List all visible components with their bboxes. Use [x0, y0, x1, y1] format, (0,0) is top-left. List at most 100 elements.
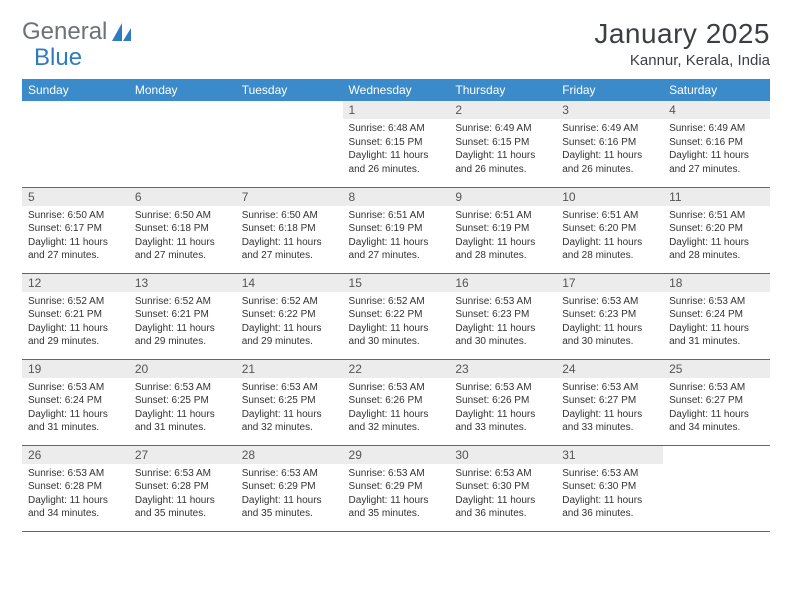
- weekday-header: Tuesday: [236, 79, 343, 101]
- day-number: 1: [343, 101, 450, 119]
- day-number: 24: [556, 360, 663, 378]
- day-details: Sunrise: 6:53 AMSunset: 6:29 PMDaylight:…: [236, 464, 343, 525]
- weekday-header: Friday: [556, 79, 663, 101]
- calendar-cell: 4Sunrise: 6:49 AMSunset: 6:16 PMDaylight…: [663, 101, 770, 187]
- calendar-cell: 27Sunrise: 6:53 AMSunset: 6:28 PMDayligh…: [129, 445, 236, 531]
- day-number: 29: [343, 446, 450, 464]
- day-number: 12: [22, 274, 129, 292]
- calendar-row: 5Sunrise: 6:50 AMSunset: 6:17 PMDaylight…: [22, 187, 770, 273]
- brand-part2: Blue: [34, 44, 82, 72]
- day-number: 10: [556, 188, 663, 206]
- day-number: 23: [449, 360, 556, 378]
- calendar-row: 12Sunrise: 6:52 AMSunset: 6:21 PMDayligh…: [22, 273, 770, 359]
- day-number: 30: [449, 446, 556, 464]
- day-number: 3: [556, 101, 663, 119]
- day-number: 5: [22, 188, 129, 206]
- day-details: Sunrise: 6:50 AMSunset: 6:17 PMDaylight:…: [22, 206, 129, 267]
- calendar-cell: 29Sunrise: 6:53 AMSunset: 6:29 PMDayligh…: [343, 445, 450, 531]
- day-details: Sunrise: 6:53 AMSunset: 6:29 PMDaylight:…: [343, 464, 450, 525]
- day-number: 4: [663, 101, 770, 119]
- day-number: 15: [343, 274, 450, 292]
- calendar-cell: 20Sunrise: 6:53 AMSunset: 6:25 PMDayligh…: [129, 359, 236, 445]
- day-number: 9: [449, 188, 556, 206]
- weekday-header: Thursday: [449, 79, 556, 101]
- day-details: Sunrise: 6:51 AMSunset: 6:19 PMDaylight:…: [449, 206, 556, 267]
- day-details: Sunrise: 6:53 AMSunset: 6:28 PMDaylight:…: [22, 464, 129, 525]
- day-number: 8: [343, 188, 450, 206]
- calendar-cell: 30Sunrise: 6:53 AMSunset: 6:30 PMDayligh…: [449, 445, 556, 531]
- calendar-cell: 26Sunrise: 6:53 AMSunset: 6:28 PMDayligh…: [22, 445, 129, 531]
- day-details: Sunrise: 6:52 AMSunset: 6:22 PMDaylight:…: [343, 292, 450, 353]
- day-details: Sunrise: 6:53 AMSunset: 6:28 PMDaylight:…: [129, 464, 236, 525]
- calendar-row: 1Sunrise: 6:48 AMSunset: 6:15 PMDaylight…: [22, 101, 770, 187]
- calendar-cell: [663, 445, 770, 531]
- day-details: Sunrise: 6:53 AMSunset: 6:24 PMDaylight:…: [22, 378, 129, 439]
- day-number: 27: [129, 446, 236, 464]
- day-number: 11: [663, 188, 770, 206]
- calendar-cell: [236, 101, 343, 187]
- calendar-cell: 28Sunrise: 6:53 AMSunset: 6:29 PMDayligh…: [236, 445, 343, 531]
- calendar-cell: 25Sunrise: 6:53 AMSunset: 6:27 PMDayligh…: [663, 359, 770, 445]
- sail-icon: [111, 22, 133, 42]
- calendar-table: Sunday Monday Tuesday Wednesday Thursday…: [22, 79, 770, 532]
- calendar-cell: 19Sunrise: 6:53 AMSunset: 6:24 PMDayligh…: [22, 359, 129, 445]
- day-details: Sunrise: 6:53 AMSunset: 6:26 PMDaylight:…: [449, 378, 556, 439]
- calendar-cell: 2Sunrise: 6:49 AMSunset: 6:15 PMDaylight…: [449, 101, 556, 187]
- day-number: 26: [22, 446, 129, 464]
- day-number: 14: [236, 274, 343, 292]
- day-details: Sunrise: 6:48 AMSunset: 6:15 PMDaylight:…: [343, 119, 450, 180]
- calendar-cell: 8Sunrise: 6:51 AMSunset: 6:19 PMDaylight…: [343, 187, 450, 273]
- calendar-cell: 10Sunrise: 6:51 AMSunset: 6:20 PMDayligh…: [556, 187, 663, 273]
- day-details: Sunrise: 6:53 AMSunset: 6:25 PMDaylight:…: [129, 378, 236, 439]
- day-details: Sunrise: 6:52 AMSunset: 6:21 PMDaylight:…: [22, 292, 129, 353]
- day-details: Sunrise: 6:53 AMSunset: 6:23 PMDaylight:…: [449, 292, 556, 353]
- day-number: 13: [129, 274, 236, 292]
- header-bar: General January 2025 Kannur, Kerala, Ind…: [22, 18, 770, 69]
- calendar-cell: 9Sunrise: 6:51 AMSunset: 6:19 PMDaylight…: [449, 187, 556, 273]
- weekday-header: Monday: [129, 79, 236, 101]
- calendar-cell: 1Sunrise: 6:48 AMSunset: 6:15 PMDaylight…: [343, 101, 450, 187]
- day-details: Sunrise: 6:51 AMSunset: 6:19 PMDaylight:…: [343, 206, 450, 267]
- calendar-cell: [22, 101, 129, 187]
- calendar-cell: 24Sunrise: 6:53 AMSunset: 6:27 PMDayligh…: [556, 359, 663, 445]
- day-details: Sunrise: 6:53 AMSunset: 6:27 PMDaylight:…: [663, 378, 770, 439]
- day-number: 31: [556, 446, 663, 464]
- weekday-header-row: Sunday Monday Tuesday Wednesday Thursday…: [22, 79, 770, 101]
- weekday-header: Wednesday: [343, 79, 450, 101]
- calendar-row: 19Sunrise: 6:53 AMSunset: 6:24 PMDayligh…: [22, 359, 770, 445]
- calendar-cell: 23Sunrise: 6:53 AMSunset: 6:26 PMDayligh…: [449, 359, 556, 445]
- day-details: Sunrise: 6:52 AMSunset: 6:22 PMDaylight:…: [236, 292, 343, 353]
- calendar-cell: 11Sunrise: 6:51 AMSunset: 6:20 PMDayligh…: [663, 187, 770, 273]
- calendar-cell: 5Sunrise: 6:50 AMSunset: 6:17 PMDaylight…: [22, 187, 129, 273]
- day-number: 20: [129, 360, 236, 378]
- day-details: Sunrise: 6:53 AMSunset: 6:26 PMDaylight:…: [343, 378, 450, 439]
- calendar-cell: 22Sunrise: 6:53 AMSunset: 6:26 PMDayligh…: [343, 359, 450, 445]
- day-number: 17: [556, 274, 663, 292]
- day-details: Sunrise: 6:49 AMSunset: 6:16 PMDaylight:…: [556, 119, 663, 180]
- day-details: Sunrise: 6:53 AMSunset: 6:25 PMDaylight:…: [236, 378, 343, 439]
- day-number: 18: [663, 274, 770, 292]
- day-details: Sunrise: 6:49 AMSunset: 6:16 PMDaylight:…: [663, 119, 770, 180]
- day-number: 25: [663, 360, 770, 378]
- brand-logo: General: [22, 18, 135, 46]
- day-details: Sunrise: 6:53 AMSunset: 6:24 PMDaylight:…: [663, 292, 770, 353]
- location-subtitle: Kannur, Kerala, India: [594, 52, 770, 69]
- weekday-header: Sunday: [22, 79, 129, 101]
- day-details: Sunrise: 6:51 AMSunset: 6:20 PMDaylight:…: [556, 206, 663, 267]
- calendar-cell: 3Sunrise: 6:49 AMSunset: 6:16 PMDaylight…: [556, 101, 663, 187]
- calendar-cell: 17Sunrise: 6:53 AMSunset: 6:23 PMDayligh…: [556, 273, 663, 359]
- day-number: 22: [343, 360, 450, 378]
- title-block: January 2025 Kannur, Kerala, India: [594, 18, 770, 69]
- calendar-cell: 12Sunrise: 6:52 AMSunset: 6:21 PMDayligh…: [22, 273, 129, 359]
- day-number: 16: [449, 274, 556, 292]
- weekday-header: Saturday: [663, 79, 770, 101]
- day-number: 28: [236, 446, 343, 464]
- day-details: Sunrise: 6:50 AMSunset: 6:18 PMDaylight:…: [236, 206, 343, 267]
- day-number: 6: [129, 188, 236, 206]
- calendar-cell: 13Sunrise: 6:52 AMSunset: 6:21 PMDayligh…: [129, 273, 236, 359]
- day-details: Sunrise: 6:53 AMSunset: 6:23 PMDaylight:…: [556, 292, 663, 353]
- day-details: Sunrise: 6:49 AMSunset: 6:15 PMDaylight:…: [449, 119, 556, 180]
- day-number: 19: [22, 360, 129, 378]
- day-details: Sunrise: 6:52 AMSunset: 6:21 PMDaylight:…: [129, 292, 236, 353]
- calendar-cell: 31Sunrise: 6:53 AMSunset: 6:30 PMDayligh…: [556, 445, 663, 531]
